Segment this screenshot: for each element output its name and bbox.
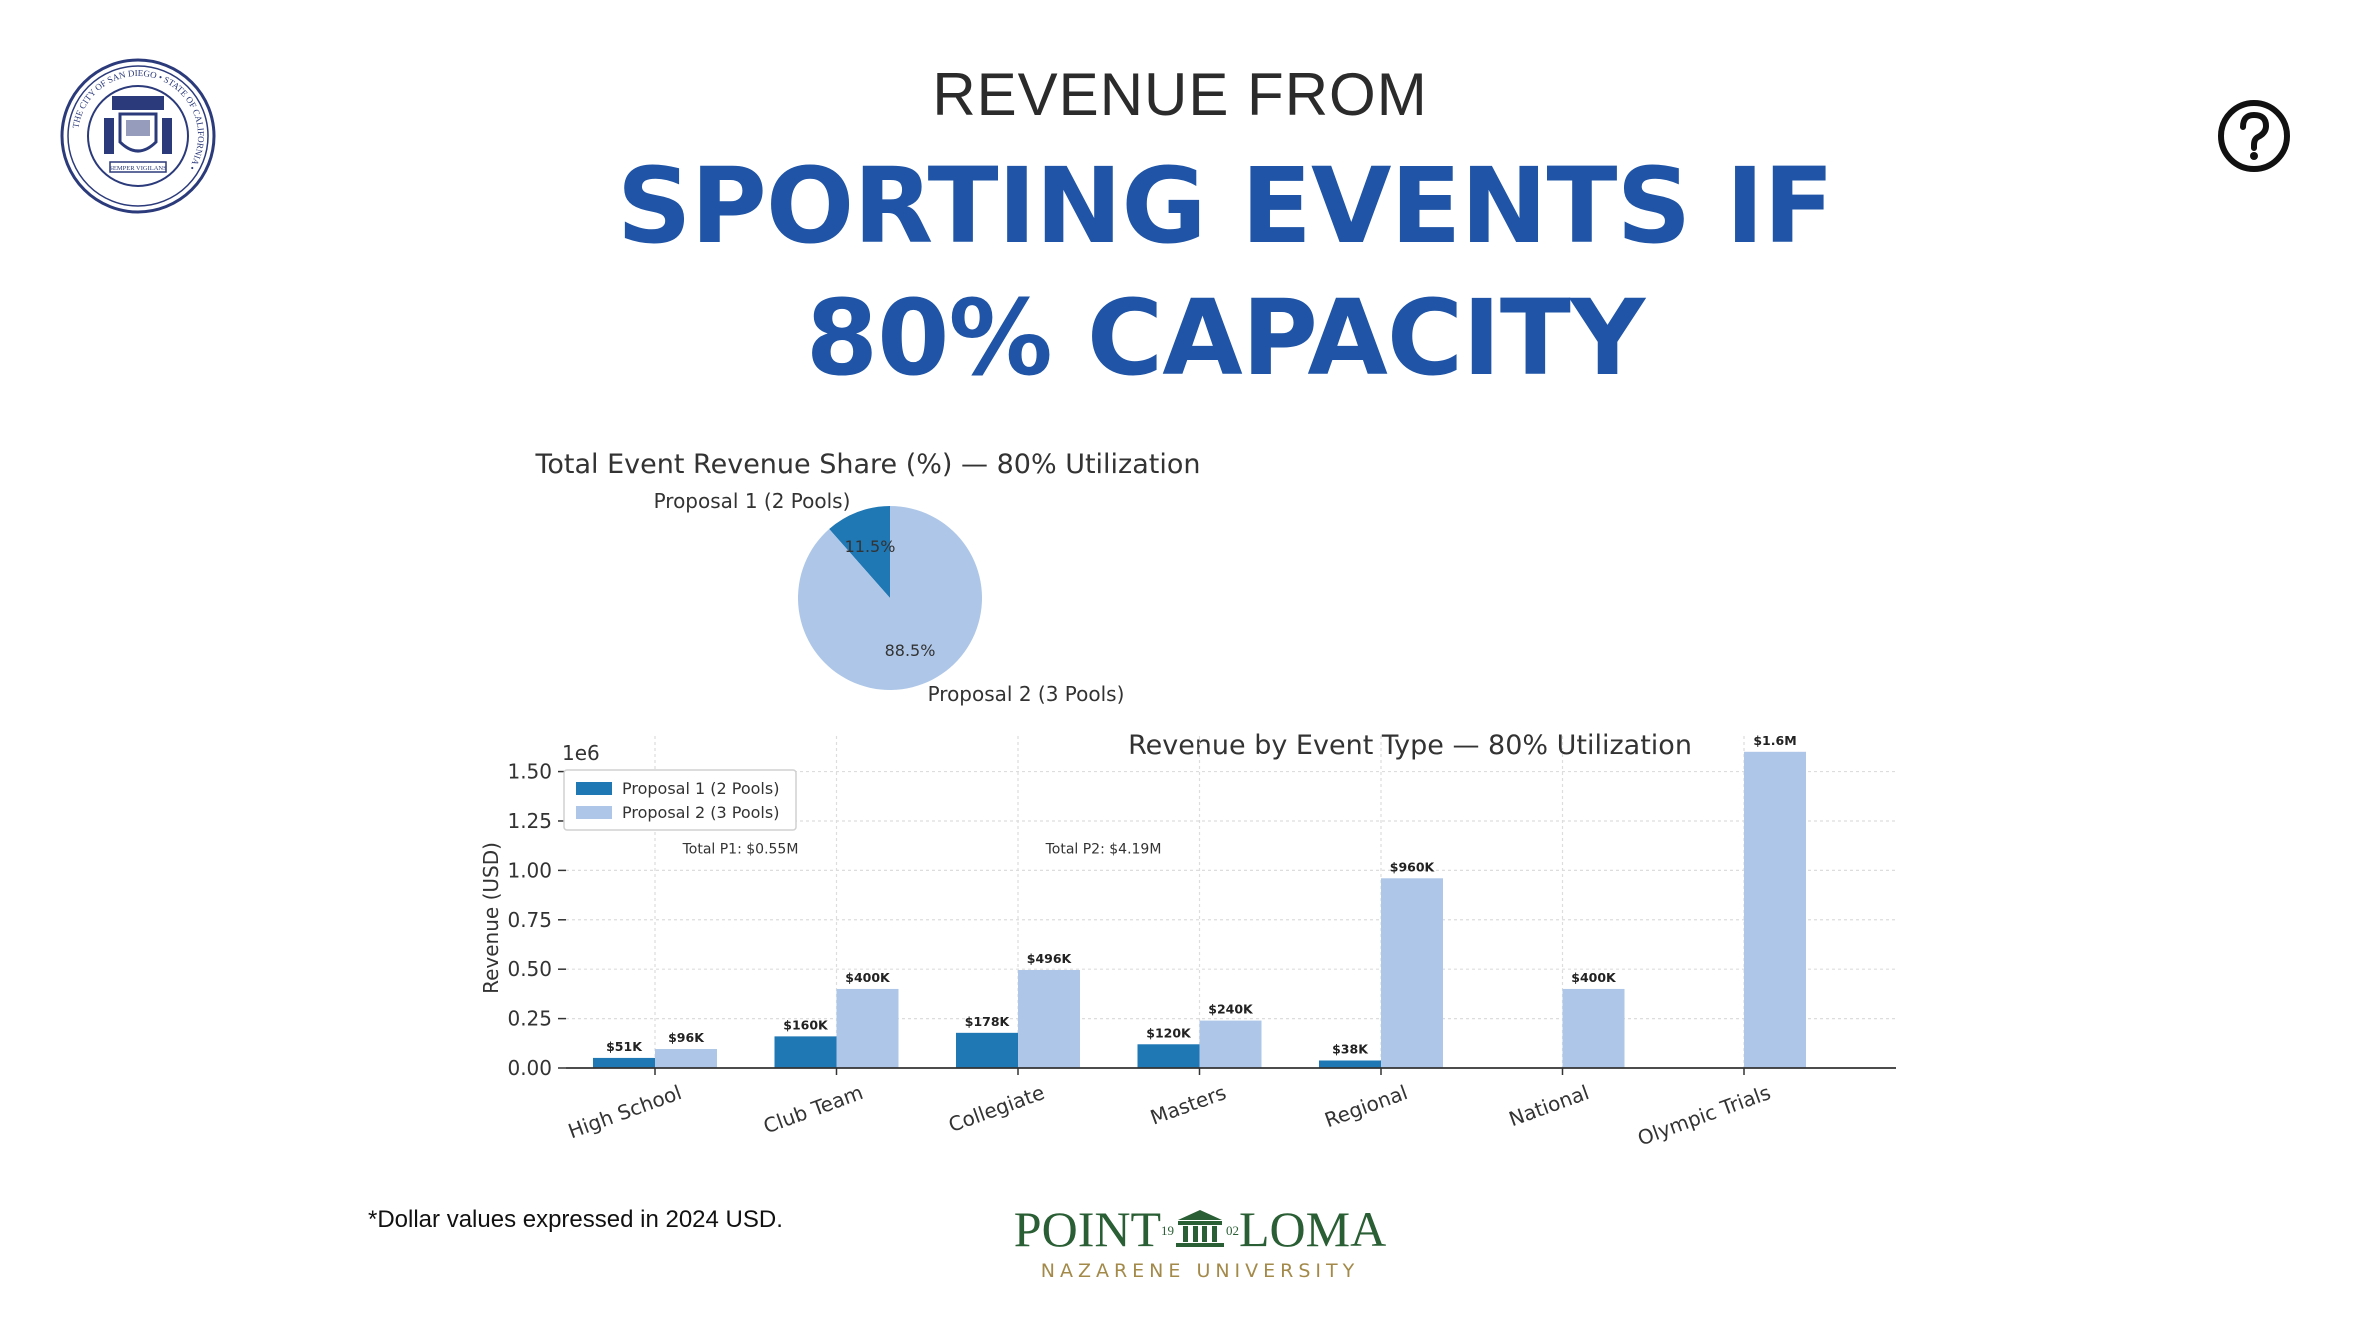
y-tick-label: 1.50 — [507, 760, 552, 784]
bar-label-proposal-1-2-pools-masters: $120K — [1146, 1025, 1192, 1040]
bar-label-proposal-2-3-pools-masters: $240K — [1208, 1002, 1254, 1017]
bar-label-proposal-1-2-pools-collegiate: $178K — [965, 1014, 1011, 1029]
bar-label-proposal-1-2-pools-regional: $38K — [1332, 1041, 1369, 1056]
y-axis-ticks: 0.00 0.25 0.50 0.75 1.00 1.25 1.50 — [507, 760, 566, 1080]
pie-chart-title: Total Event Revenue Share (%) — 80% Util… — [534, 449, 1200, 480]
bar-label-proposal-1-2-pools-high-school: $51K — [606, 1039, 643, 1054]
annotation-total-p2: Total P2: $4.19M — [1045, 842, 1162, 858]
city-seal-icon: THE CITY OF SAN DIEGO • STATE OF CALIFOR… — [60, 58, 216, 214]
bar-series — [566, 751, 1896, 1069]
legend-swatch-proposal-1 — [576, 782, 612, 795]
y-tick-label: 0.25 — [507, 1007, 552, 1031]
university-logo: POINT19 02LOMA NAZARENE UNIVERSITY — [1000, 1200, 1400, 1290]
bar-label-proposal-2-3-pools-regional: $960K — [1390, 859, 1436, 874]
pie-slice-proposal-2-3-pools — [798, 506, 982, 690]
legend-box — [563, 769, 797, 831]
bar-label-proposal-1-2-pools-club-team: $160K — [783, 1017, 829, 1032]
x-tick-label-regional: Regional — [1321, 1080, 1410, 1132]
logo-year-1: 19 — [1161, 1222, 1174, 1238]
bar-proposal-2-3-pools-masters — [1199, 1020, 1262, 1068]
chart-legend: Proposal 1 (2 Pools) Proposal 2 (3 Pools… — [563, 769, 797, 831]
y-axis-label: Revenue (USD) — [479, 842, 503, 994]
legend-label-proposal-2: Proposal 2 (3 Pools) — [622, 803, 779, 822]
title-line-2: SPORTING EVENTS IF — [616, 145, 1835, 267]
title-line-1-text: REVENUE FROM — [932, 61, 1428, 128]
pie-chart: Total Event Revenue Share (%) — 80% Util… — [534, 449, 1200, 706]
logo-subtitle: NAZARENE UNIVERSITY — [1040, 1260, 1360, 1282]
help-circle-icon[interactable] — [2216, 98, 2292, 174]
x-tick-label-masters: Masters — [1147, 1080, 1229, 1129]
title-main: SPORTING EVENTS IF 80% CAPACITY — [0, 140, 2360, 404]
x-tick-label-national: National — [1506, 1080, 1593, 1131]
bar-proposal-2-3-pools-collegiate — [1018, 969, 1080, 1068]
seal-motto: SEMPER VIGILANS — [109, 165, 167, 172]
footnote: *Dollar values expressed in 2024 USD. — [368, 1206, 783, 1233]
logo-wordmark: POINT19 02LOMA — [1000, 1200, 1400, 1258]
y-tick-label: 0.00 — [507, 1056, 552, 1080]
legend-label-proposal-1: Proposal 1 (2 Pools) — [622, 779, 779, 798]
bar-proposal-1-2-pools-masters — [1137, 1044, 1200, 1068]
legend-swatch-proposal-2 — [576, 806, 612, 819]
pie-slice-label-proposal-1: Proposal 1 (2 Pools) — [654, 489, 851, 513]
y-tick-label: 0.75 — [507, 908, 552, 932]
x-axis-ticks: High School Club Team Collegiate Masters Reg… — [565, 1068, 1774, 1150]
building-icon — [1176, 1210, 1224, 1247]
bar-proposal-2-3-pools-olympic-trials — [1744, 751, 1806, 1068]
pie-slice-pct-proposal-1: 11.5% — [845, 537, 896, 556]
bar-data-labels: $51K $160K $178K $120K $38K $96K $400K $496K $24… — [606, 733, 1797, 1057]
logo-year-2: 02 — [1226, 1222, 1239, 1238]
pie-slice-proposal-1-2-pools — [829, 506, 890, 598]
bar-proposal-1-2-pools-high-school — [593, 1057, 655, 1068]
bar-label-proposal-2-3-pools-olympic-trials: $1.6M — [1753, 733, 1796, 748]
y-tick-label: 0.50 — [507, 957, 552, 981]
bar-chart: Revenue by Event Type — 80% Utilization … — [479, 730, 1896, 1150]
bar-label-proposal-2-3-pools-high-school: $96K — [668, 1030, 705, 1045]
pie-slices — [798, 506, 982, 690]
bar-proposal-2-3-pools-high-school — [655, 1049, 717, 1068]
annotation-total-p1: Total P1: $0.55M — [682, 842, 799, 858]
bar-proposal-1-2-pools-club-team — [774, 1036, 837, 1068]
y-tick-label: 1.25 — [507, 809, 552, 833]
bar-chart-title: Revenue by Event Type — 80% Utilization — [1128, 730, 1692, 761]
pie-slice-label-proposal-2: Proposal 2 (3 Pools) — [928, 682, 1125, 706]
y-axis-offset-text: 1e6 — [562, 741, 600, 765]
bar-proposal-1-2-pools-regional — [1319, 1060, 1381, 1068]
bar-label-proposal-2-3-pools-club-team: $400K — [845, 970, 891, 985]
logo-word-1: POINT — [1013, 1201, 1161, 1257]
x-tick-label-olympic-trials: Olympic Trials — [1634, 1080, 1773, 1150]
x-tick-label-high-school: High School — [565, 1080, 685, 1143]
bar-proposal-1-2-pools-collegiate — [956, 1032, 1018, 1068]
x-tick-label-collegiate: Collegiate — [945, 1080, 1047, 1137]
pie-slice-pct-proposal-2: 88.5% — [885, 641, 936, 660]
x-tick-label-club-team: Club Team — [760, 1080, 866, 1138]
title-line-3: 80% CAPACITY — [805, 277, 1645, 399]
bar-proposal-2-3-pools-national — [1562, 988, 1625, 1068]
bar-label-proposal-2-3-pools-collegiate: $496K — [1027, 951, 1073, 966]
title-line-1: REVENUE FROM — [0, 60, 2360, 129]
bar-proposal-2-3-pools-regional — [1381, 878, 1443, 1068]
bar-label-proposal-2-3-pools-national: $400K — [1571, 970, 1617, 985]
bar-proposal-2-3-pools-club-team — [836, 988, 899, 1068]
y-tick-label: 1.00 — [507, 858, 552, 882]
chart-annotations: Total P1: $0.55M Total P2: $4.19M — [682, 842, 1162, 858]
logo-word-2: LOMA — [1239, 1201, 1387, 1257]
